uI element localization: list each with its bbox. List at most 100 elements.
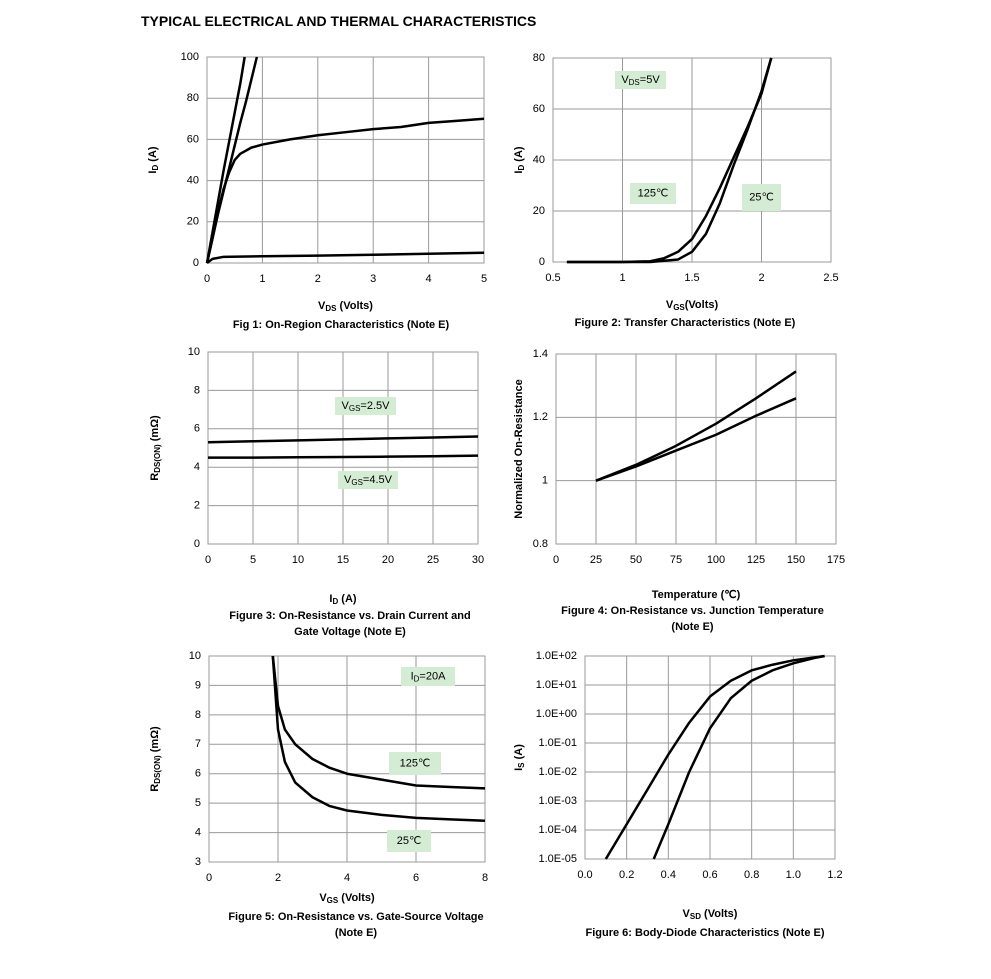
text-part: GS <box>327 896 339 905</box>
x-tick-label: 8 <box>482 872 488 884</box>
y-axis-label: RDS(ON) (mΩ) <box>149 415 162 481</box>
y-tick-label: 1.0E-01 <box>538 737 577 749</box>
text-part: (A) <box>513 744 525 763</box>
text-part: I <box>329 593 332 605</box>
text-part: =5V <box>640 74 661 86</box>
line <box>604 654 825 860</box>
x-tick-label: 0 <box>206 872 212 884</box>
text-part: I <box>513 171 525 174</box>
x-tick-label: 50 <box>630 554 642 566</box>
text-part: D <box>517 165 526 171</box>
y-tick-label: 1.0E+01 <box>536 679 577 691</box>
text-part: S <box>517 762 526 768</box>
y-tick-label: 4 <box>195 826 201 838</box>
line <box>205 117 485 264</box>
x-tick-label: 0.5 <box>545 272 560 284</box>
text-part: I <box>147 171 159 174</box>
x-tick-label: 4 <box>426 273 432 285</box>
y-axis-label: IS (A) <box>513 744 526 771</box>
y-tick-label: 40 <box>187 175 199 187</box>
x-tick-label: 1 <box>619 272 625 284</box>
line <box>595 397 797 482</box>
y-tick-label: 8 <box>195 709 201 721</box>
series-label: 25℃ <box>397 835 422 847</box>
x-tick-label: 2 <box>315 273 321 285</box>
text-part: I <box>513 768 525 771</box>
y-tick-label: 4 <box>194 461 200 473</box>
y-tick-label: 60 <box>533 103 545 115</box>
y-tick-label: 1.0E-03 <box>538 795 577 807</box>
y-tick-label: 10 <box>189 650 201 662</box>
x-axis-label: VDS (Volts) <box>318 300 373 313</box>
x-tick-label: 2.5 <box>823 272 838 284</box>
x-axis-label: VGS (Volts) <box>319 892 375 905</box>
text-part: (A) <box>513 146 525 165</box>
y-tick-label: 3 <box>195 856 201 868</box>
x-tick-label: 150 <box>787 554 805 566</box>
text-part: (mΩ) <box>149 726 161 755</box>
text-part: D <box>414 675 420 684</box>
x-tick-label: 5 <box>250 554 256 566</box>
y-tick-label: 1.2 <box>533 411 548 423</box>
line <box>208 454 479 459</box>
y-tick-label: 0 <box>193 257 199 269</box>
plot-area <box>555 353 837 545</box>
x-tick-label: 3 <box>370 273 376 285</box>
series-label: VGS=2.5V <box>342 400 391 413</box>
series-label-box <box>742 184 781 211</box>
text-part: DS(ON) <box>153 444 162 473</box>
line <box>652 654 825 860</box>
line <box>271 655 486 790</box>
y-tick-label: 100 <box>181 51 199 63</box>
x-tick-label: 0 <box>204 273 210 285</box>
x-tick-label: 25 <box>427 554 439 566</box>
text-part: D <box>151 165 160 171</box>
text-part: GS <box>349 404 361 413</box>
y-tick-label: 1.0E+02 <box>536 650 577 662</box>
text-part: (A) <box>338 593 357 605</box>
text-part: D <box>332 597 338 606</box>
text-part: =2.5V <box>360 400 390 412</box>
line <box>207 435 479 444</box>
x-tick-label: 1.2 <box>827 869 842 881</box>
chart-caption: Figure 2: Transfer Characteristics (Note… <box>574 317 796 329</box>
x-axis-label: VGS(Volts) <box>666 299 719 312</box>
y-tick-label: 1 <box>542 475 548 487</box>
y-tick-label: 1.0E-04 <box>538 824 577 836</box>
y-tick-label: 1.0E-05 <box>538 853 577 865</box>
x-tick-label: 0 <box>553 554 559 566</box>
series-label: VGS=4.5V <box>344 474 393 487</box>
x-tick-label: 0.6 <box>702 869 717 881</box>
x-tick-label: 2 <box>275 872 281 884</box>
series-label-box <box>335 397 396 415</box>
text-part: R <box>149 473 161 481</box>
x-tick-label: 10 <box>292 554 304 566</box>
y-axis-label: RDS(ON) (mΩ) <box>149 726 162 792</box>
x-tick-label: 6 <box>413 872 419 884</box>
x-axis-label: VSD (Volts) <box>683 908 738 921</box>
text-part: DS(ON) <box>153 755 162 784</box>
y-axis-label: ID (A) <box>147 146 160 174</box>
text-part: V <box>621 74 629 86</box>
text-part: (Volts) <box>701 908 738 920</box>
y-tick-label: 1.0E+00 <box>536 708 577 720</box>
x-tick-label: 75 <box>670 554 682 566</box>
annotation: VDS=5V <box>621 74 660 87</box>
y-tick-label: 10 <box>188 346 200 358</box>
text-part: =4.5V <box>363 474 393 486</box>
text-part: (Volts) <box>337 300 374 312</box>
y-tick-label: 80 <box>533 52 545 64</box>
text-part: V <box>319 892 327 904</box>
x-tick-label: 175 <box>827 554 845 566</box>
text-part: DS <box>629 78 640 87</box>
text-part: V <box>342 400 350 412</box>
series-label: 125℃ <box>400 757 431 769</box>
text-part: V <box>683 908 691 920</box>
text-part: GS <box>673 303 685 312</box>
x-tick-label: 0.0 <box>577 869 592 881</box>
x-tick-label: 2 <box>758 272 764 284</box>
x-tick-label: 0.2 <box>619 869 634 881</box>
annotation-box <box>615 71 666 89</box>
text-part: =20A <box>419 670 446 682</box>
